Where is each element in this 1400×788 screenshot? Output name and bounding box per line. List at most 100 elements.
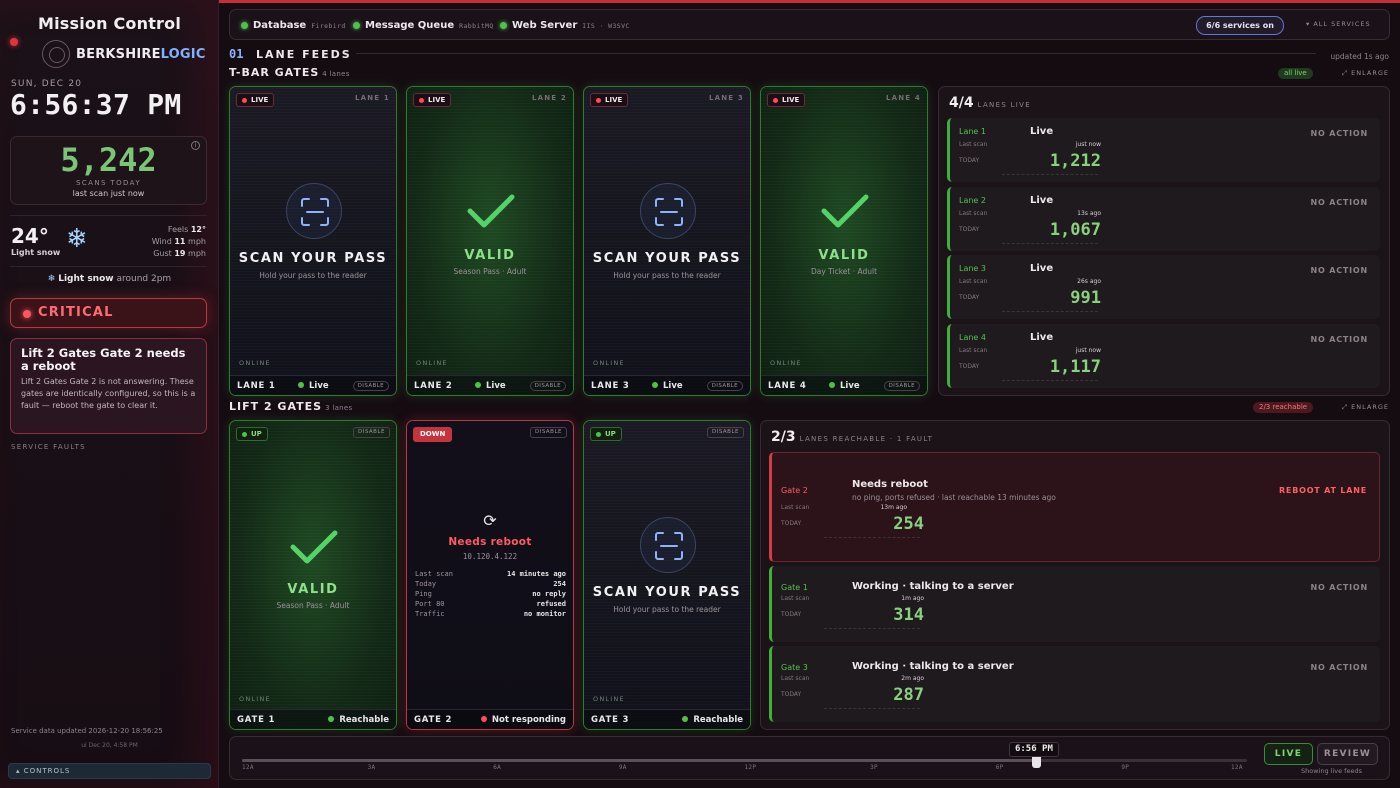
disable-button[interactable]: DISABLE bbox=[706, 427, 744, 438]
row-today-label: TODAY bbox=[781, 611, 802, 618]
row-state: Live bbox=[1030, 126, 1054, 137]
row-today-label: TODAY bbox=[959, 363, 980, 370]
row-last-ago: 13s ago bbox=[1077, 210, 1101, 217]
gate-row-fault[interactable]: Gate 2 Last scan TODAY Needs reboot no p… bbox=[769, 452, 1380, 562]
disable-button[interactable]: DISABLE bbox=[706, 381, 743, 391]
timeline-scrub-handle[interactable] bbox=[1031, 753, 1041, 768]
disable-button[interactable]: DISABLE bbox=[883, 381, 920, 391]
gate-row[interactable]: Gate 1 Last scan TODAY Working · talking… bbox=[769, 566, 1380, 642]
disable-button[interactable]: DISABLE bbox=[352, 427, 390, 438]
row-last-label: Last scan bbox=[959, 210, 988, 217]
lane-status: Live bbox=[298, 381, 329, 391]
disable-button[interactable]: DISABLE bbox=[352, 381, 389, 391]
lane-row[interactable]: Lane 2 Last scan TODAY Live 13s ago 1,06… bbox=[947, 187, 1380, 251]
status-dot-icon bbox=[500, 22, 507, 29]
lane-video-bg bbox=[761, 87, 927, 395]
row-action: NO ACTION bbox=[1310, 266, 1368, 275]
diag-row: Today 254 bbox=[415, 579, 566, 589]
lane-video-bg bbox=[230, 421, 396, 729]
snowflake-small-icon: ❄ bbox=[47, 274, 56, 284]
down-tag: DOWN bbox=[413, 427, 453, 442]
gate-name: GATE 3 bbox=[591, 715, 630, 725]
diag-value: 254 bbox=[553, 580, 566, 588]
row-last-ago: 1m ago bbox=[901, 595, 924, 602]
divider bbox=[10, 215, 207, 216]
tbar-enlarge-button[interactable]: ⤢ ENLARGE bbox=[1341, 69, 1389, 77]
disable-button[interactable]: DISABLE bbox=[529, 381, 566, 391]
timeline-tick-label: 3A bbox=[367, 764, 376, 771]
lane-footer: LANE 3 Live DISABLE bbox=[584, 375, 750, 395]
service-message-queue[interactable]: Message Queue RabbitMQ bbox=[353, 10, 494, 41]
tbar-lane-3-card[interactable]: LIVE LANE 3 SCAN YOUR PASS Hold your pas… bbox=[583, 86, 751, 396]
row-state: Working · talking to a server bbox=[852, 661, 1014, 672]
row-last-ago: just now bbox=[1075, 347, 1101, 354]
row-today-label: TODAY bbox=[959, 294, 980, 301]
live-button[interactable]: LIVE bbox=[1264, 743, 1313, 765]
service-database[interactable]: Database Firebird bbox=[241, 10, 346, 41]
lane-row[interactable]: Lane 1 Last scan TODAY Live just now 1,2… bbox=[947, 118, 1380, 182]
row-last-ago: 26s ago bbox=[1077, 278, 1101, 285]
service-updated-text: Service data updated 2026-12-20 18:56:25 bbox=[11, 727, 163, 735]
lift2-gate-1-card[interactable]: UP DISABLE VALID Season Pass · Adult ONL… bbox=[229, 420, 397, 730]
row-action: NO ACTION bbox=[1310, 198, 1368, 207]
critical-status-banner[interactable]: CRITICAL bbox=[10, 298, 207, 328]
row-today-label: TODAY bbox=[959, 226, 980, 233]
service-detail: Firebird bbox=[311, 21, 346, 30]
reboot-action[interactable]: REBOOT AT LANE bbox=[1278, 486, 1367, 495]
timeline-bar: 6:56 PM 12A 3A 6A 9A 12P 3P 6P 9P 12A LIVE REVIE… bbox=[229, 736, 1390, 780]
online-label: ONLINE bbox=[593, 359, 625, 367]
alert-card[interactable]: Lift 2 Gates Gate 2 needs a reboot Lift … bbox=[10, 338, 207, 434]
gate-status: Not responding bbox=[481, 715, 566, 725]
weather-stats: Feels 12° Wind 11 mph Gust 19 mph bbox=[152, 224, 206, 260]
row-gate-name: Gate 1 bbox=[781, 583, 808, 592]
gate-status: Reachable bbox=[328, 715, 389, 725]
diag-row: Traffic no monitor bbox=[415, 609, 566, 619]
row-action: NO ACTION bbox=[1310, 663, 1368, 672]
diag-key: Traffic bbox=[415, 610, 445, 618]
service-detail: RabbitMQ bbox=[459, 21, 494, 30]
lift2-gate-2-card[interactable]: DOWN DISABLE ⟳ Needs reboot 10.120.4.122… bbox=[406, 420, 574, 730]
controls-toggle[interactable]: ▴ CONTROLS bbox=[8, 763, 211, 779]
timeline-tick-label: 12A bbox=[1231, 764, 1243, 771]
online-label: ONLINE bbox=[239, 359, 271, 367]
row-state: Live bbox=[1030, 195, 1054, 206]
review-button[interactable]: REVIEW bbox=[1317, 743, 1378, 765]
alert-title: Lift 2 Gates Gate 2 needs a reboot bbox=[21, 346, 186, 373]
row-last-ago: just now bbox=[1075, 141, 1101, 148]
scan-pass-icon bbox=[640, 517, 696, 573]
summary-heading: 4/4 LANES LIVE bbox=[949, 95, 1031, 111]
tbar-lane-4-card[interactable]: LIVE LANE 4 VALID Day Ticket · Adult ONL… bbox=[760, 86, 928, 396]
live-tag: LIVE bbox=[413, 93, 452, 107]
feels-label: Feels bbox=[167, 225, 189, 234]
gate-row[interactable]: Gate 3 Last scan TODAY Working · talking… bbox=[769, 646, 1380, 722]
row-action: NO ACTION bbox=[1310, 335, 1368, 344]
lane-row[interactable]: Lane 3 Last scan TODAY Live 26s ago 991 … bbox=[947, 255, 1380, 319]
diagnostics-list: Last scan 14 minutes ago Today 254 Ping no … bbox=[415, 569, 566, 619]
tbar-lane-2-card[interactable]: LIVE LANE 2 VALID Season Pass · Adult ON… bbox=[406, 86, 574, 396]
lane-submessage: Season Pass · Adult bbox=[453, 267, 527, 276]
lane-footer: LANE 4 Live DISABLE bbox=[761, 375, 927, 395]
all-services-dropdown[interactable]: ▾ ALL SERVICES bbox=[1306, 20, 1371, 28]
diag-value: no monitor bbox=[523, 610, 566, 618]
scans-label: SCANS TODAY bbox=[76, 179, 141, 187]
diag-value: refused bbox=[536, 600, 566, 608]
lift2-enlarge-button[interactable]: ⤢ ENLARGE bbox=[1341, 403, 1389, 411]
row-today-count: 254 bbox=[893, 514, 924, 534]
row-action: NO ACTION bbox=[1310, 129, 1368, 138]
row-today-count: 314 bbox=[893, 605, 924, 625]
lane-row[interactable]: Lane 4 Last scan TODAY Live just now 1,1… bbox=[947, 324, 1380, 388]
lane-video-bg bbox=[407, 87, 573, 395]
timeline-track[interactable] bbox=[242, 753, 1247, 768]
tbar-lane-1-card[interactable]: LIVE LANE 1 SCAN YOUR PASS Hold your pas… bbox=[229, 86, 397, 396]
lane-name: LANE 3 bbox=[591, 381, 630, 391]
disable-button[interactable]: DISABLE bbox=[529, 427, 567, 438]
service-web-server[interactable]: Web Server IIS · W3SVC bbox=[500, 10, 630, 41]
row-today-label: TODAY bbox=[781, 691, 802, 698]
lane-message: SCAN YOUR PASS bbox=[592, 251, 742, 266]
info-icon[interactable]: i bbox=[191, 141, 200, 150]
row-divider bbox=[824, 708, 920, 709]
services-on-pill[interactable]: 6/6 services on bbox=[1196, 16, 1284, 35]
online-label: ONLINE bbox=[416, 359, 448, 367]
diag-value: no reply bbox=[532, 590, 566, 598]
lift2-gate-3-card[interactable]: UP DISABLE SCAN YOUR PASS Hold your pass… bbox=[583, 420, 751, 730]
